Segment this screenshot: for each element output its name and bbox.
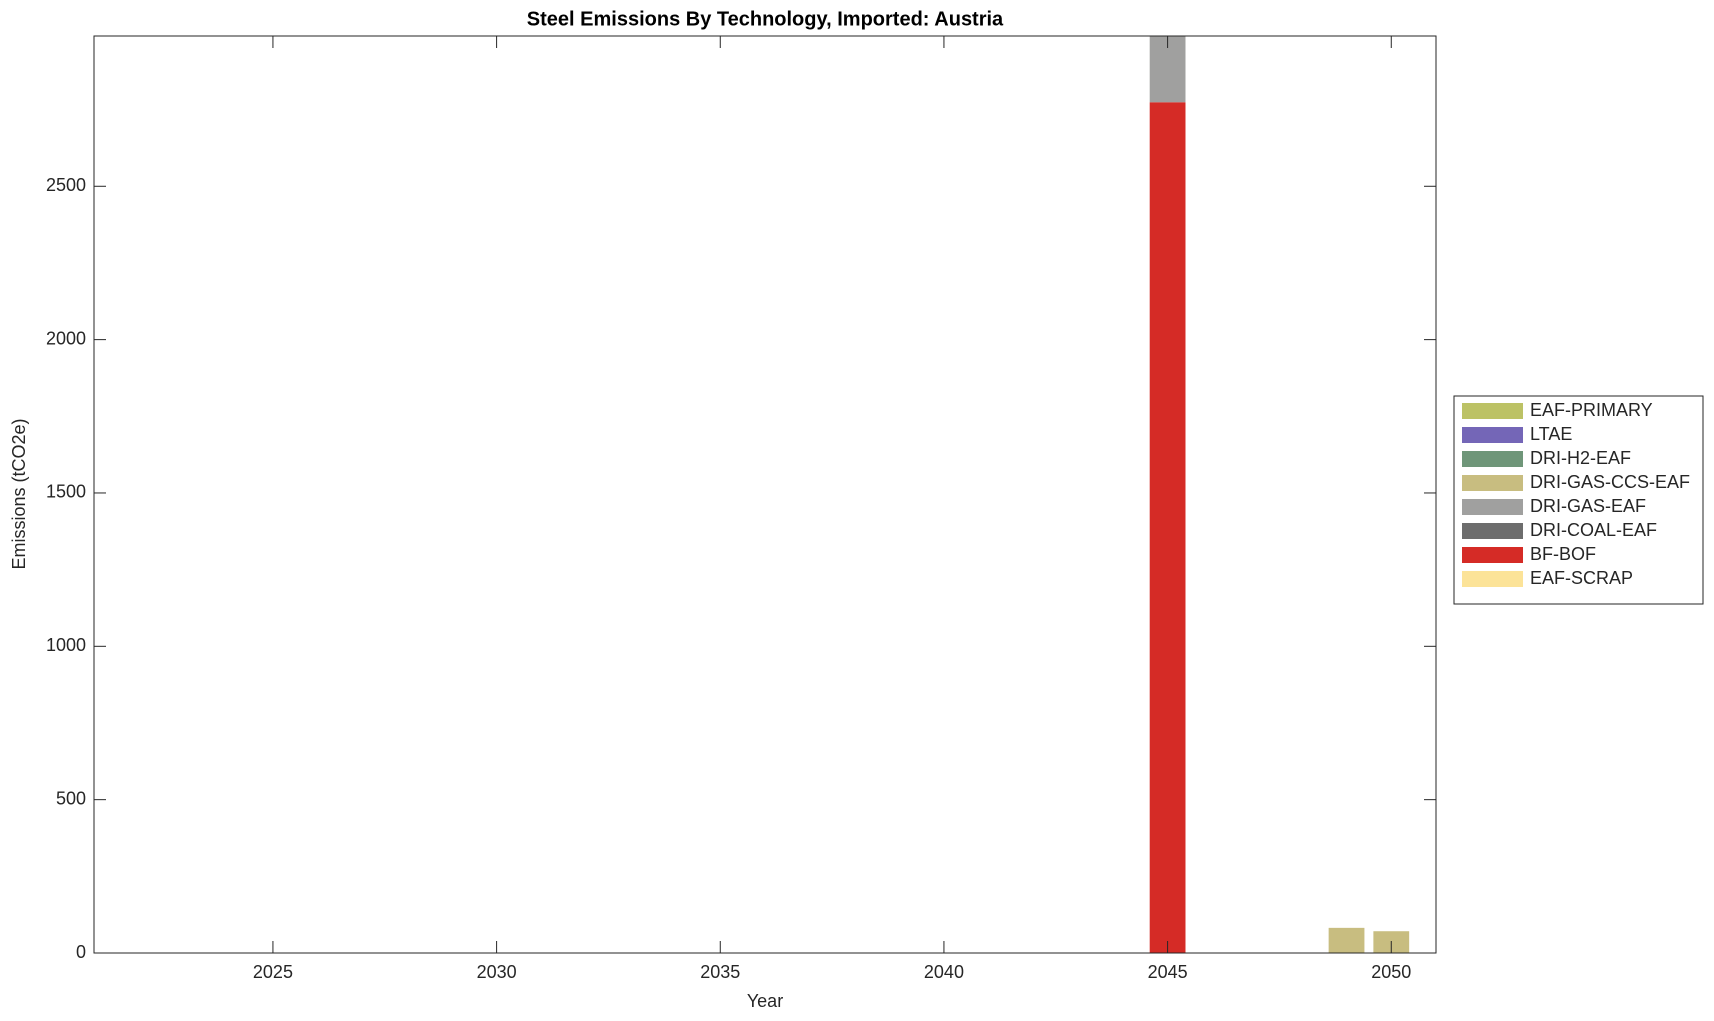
- legend-swatch: [1462, 451, 1523, 467]
- legend-swatch: [1462, 427, 1523, 443]
- plot-frame: [93, 35, 1437, 954]
- legend-swatch: [1462, 547, 1523, 563]
- x-tick-label: 2025: [253, 962, 293, 982]
- legend-swatch: [1462, 571, 1523, 587]
- x-tick-label: 2040: [924, 962, 964, 982]
- legend-label: EAF-PRIMARY: [1530, 400, 1653, 420]
- legend-swatch: [1462, 403, 1523, 419]
- legend-label: BF-BOF: [1530, 544, 1596, 564]
- legend-swatch: [1462, 499, 1523, 515]
- legend-label: LTAE: [1530, 424, 1572, 444]
- legend-label: DRI-GAS-EAF: [1530, 496, 1646, 516]
- x-tick-label: 2030: [477, 962, 517, 982]
- y-tick-label: 500: [56, 788, 86, 808]
- y-tick-label: 1500: [46, 482, 86, 502]
- y-tick-label: 0: [76, 942, 86, 962]
- legend-label: EAF-SCRAP: [1530, 568, 1633, 588]
- chart-title: Steel Emissions By Technology, Imported:…: [527, 8, 1004, 30]
- legend-swatch: [1462, 475, 1523, 491]
- legend-label: DRI-COAL-EAF: [1530, 520, 1657, 540]
- y-tick-label: 2000: [46, 328, 86, 348]
- legend-swatch: [1462, 523, 1523, 539]
- x-axis-label: Year: [747, 991, 783, 1011]
- x-tick-label: 2045: [1148, 962, 1188, 982]
- y-axis-label: Emissions (tCO2e): [9, 418, 29, 569]
- y-tick-label: 2500: [46, 175, 86, 195]
- legend-label: DRI-GAS-CCS-EAF: [1530, 472, 1690, 492]
- x-tick-label: 2050: [1371, 962, 1411, 982]
- x-tick-label: 2035: [700, 962, 740, 982]
- bar-segment: [1149, 102, 1186, 954]
- y-tick-label: 1000: [46, 635, 86, 655]
- bar-segment: [1328, 927, 1365, 953]
- legend-label: DRI-H2-EAF: [1530, 448, 1631, 468]
